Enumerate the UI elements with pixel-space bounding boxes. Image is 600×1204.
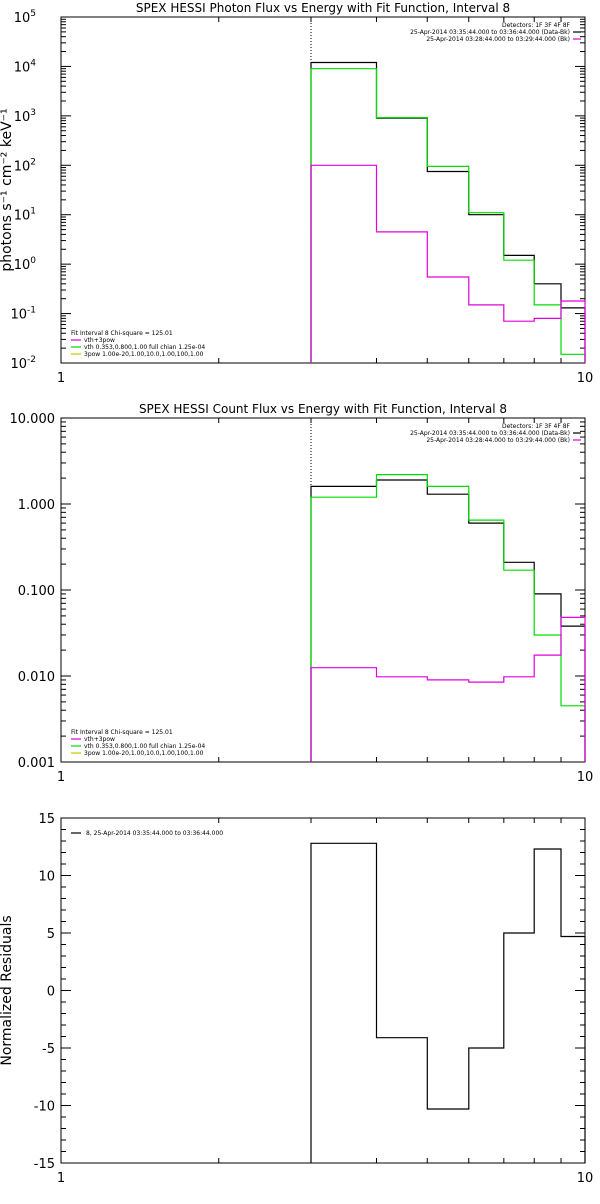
y-tick-exponent: -2 bbox=[27, 355, 36, 365]
plot-frame bbox=[60, 16, 586, 364]
series-black-line bbox=[310, 479, 586, 762]
legend-entry: Detectors: 1F 3F 4F 8F bbox=[502, 22, 571, 29]
x-tick-label: 1 bbox=[57, 770, 65, 785]
y-tick-exponent: 0 bbox=[30, 256, 36, 266]
legend-entry: 25-Apr-2014 03:35:44.000 to 03:36:44.000… bbox=[410, 29, 570, 36]
y-tick-exponent: 2 bbox=[30, 157, 36, 167]
legend-entry: vth 0.353,0.800,1.00 full chian 1.25e-04 bbox=[84, 344, 205, 351]
y-tick-exponent: 4 bbox=[30, 58, 36, 68]
series-magenta-line bbox=[310, 164, 586, 363]
x-tick-label: 10 bbox=[577, 770, 594, 785]
y-tick-label: -15 bbox=[34, 1157, 55, 1172]
chart-panel-1: SPEX HESSI Photon Flux vs Energy with Fi… bbox=[0, 1, 593, 386]
y-tick-base: 10 bbox=[14, 60, 31, 75]
y-tick-exponent: 3 bbox=[30, 108, 36, 118]
y-tick-label: 100 bbox=[14, 256, 37, 273]
series-green-line bbox=[310, 68, 586, 363]
y-tick-label: 105 bbox=[14, 9, 36, 26]
y-tick-label: 0.001 bbox=[18, 756, 55, 771]
y-tick-label: 102 bbox=[14, 157, 36, 174]
legend-entry: 25-Apr-2014 03:35:44.000 to 03:36:44.000… bbox=[410, 430, 570, 437]
series-magenta-line bbox=[310, 616, 586, 762]
y-axis-label: Normalized Residuals bbox=[0, 915, 15, 1065]
y-tick-exponent: 5 bbox=[30, 9, 36, 19]
y-tick-base: 10 bbox=[14, 11, 31, 26]
y-tick-label: 10.000 bbox=[10, 412, 56, 427]
y-tick-label: 5 bbox=[47, 927, 55, 942]
y-tick-base: 10 bbox=[14, 209, 31, 224]
chart-panel-3: 1 10 -15 -10 -5 0 5 10 15 Normalized Residuals 8, … bbox=[0, 812, 593, 1186]
y-axis-label: photons s⁻¹ cm⁻² keV⁻¹ bbox=[0, 108, 15, 271]
y-tick-base: 10 bbox=[14, 159, 31, 174]
y-tick-base: 10 bbox=[14, 110, 31, 125]
legend-entry: Fit Interval 8 Chi-square = 125.01 bbox=[71, 729, 173, 736]
x-tick-label: 10 bbox=[577, 371, 594, 386]
legend-entry: vth+3pow bbox=[84, 736, 115, 743]
chart-panel-2: SPEX HESSI Count Flux vs Energy with Fit… bbox=[10, 402, 594, 785]
legend-entry: 8, 25-Apr-2014 03:35:44.000 to 03:36:44.… bbox=[86, 830, 223, 837]
plot-frame bbox=[60, 817, 586, 1164]
chart-title: SPEX HESSI Photon Flux vs Energy with Fi… bbox=[136, 1, 510, 15]
x-tick-label: 10 bbox=[577, 1171, 594, 1186]
y-tick-label: 15 bbox=[38, 812, 55, 827]
y-tick-label: 104 bbox=[14, 58, 37, 75]
legend-entry: Fit Interval 8 Chi-square = 125.01 bbox=[71, 330, 173, 337]
y-tick-label: 10-2 bbox=[10, 355, 36, 372]
legend-entry: 3pow 1.00e-20,1.00,10.0,1.00,100,1.00 bbox=[84, 750, 204, 757]
chart-title: SPEX HESSI Count Flux vs Energy with Fit… bbox=[139, 402, 507, 416]
y-tick-label: 0.010 bbox=[18, 670, 55, 685]
legend-entry: vth 0.353,0.800,1.00 full chian 1.25e-04 bbox=[84, 743, 205, 750]
plot-frame bbox=[60, 417, 586, 763]
y-tick-label: 10 bbox=[38, 870, 55, 885]
y-tick-base: 10 bbox=[10, 308, 27, 323]
x-tick-label: 1 bbox=[57, 1171, 65, 1186]
series-black-line bbox=[310, 842, 586, 1163]
legend-entry: 25-Apr-2014 03:28:44.000 to 03:29:44.000… bbox=[426, 36, 570, 43]
y-tick-exponent: 1 bbox=[30, 207, 36, 217]
y-tick-label: 1.000 bbox=[18, 498, 55, 513]
y-tick-label: 101 bbox=[14, 207, 36, 224]
y-tick-label: 103 bbox=[14, 108, 36, 125]
legend-entry: 3pow 1.00e-20,1.00,10.0,1.00,100,1.00 bbox=[84, 351, 204, 358]
y-tick-label: -5 bbox=[42, 1042, 55, 1057]
y-tick-exponent: -1 bbox=[27, 306, 36, 316]
y-tick-label: 0.100 bbox=[18, 584, 55, 599]
y-tick-base: 10 bbox=[14, 258, 31, 273]
legend-entry: vth+3pow bbox=[84, 337, 115, 344]
y-tick-base: 10 bbox=[10, 357, 27, 372]
x-tick-label: 1 bbox=[57, 371, 65, 386]
y-tick-label: -10 bbox=[34, 1100, 55, 1115]
series-green-line bbox=[310, 474, 586, 762]
legend-entry: 25-Apr-2014 03:28:44.000 to 03:29:44.000… bbox=[426, 437, 570, 444]
y-tick-label: 0 bbox=[47, 985, 55, 1000]
legend-entry: Detectors: 1F 3F 4F 8F bbox=[502, 423, 571, 430]
y-tick-label: 10-1 bbox=[10, 306, 36, 323]
